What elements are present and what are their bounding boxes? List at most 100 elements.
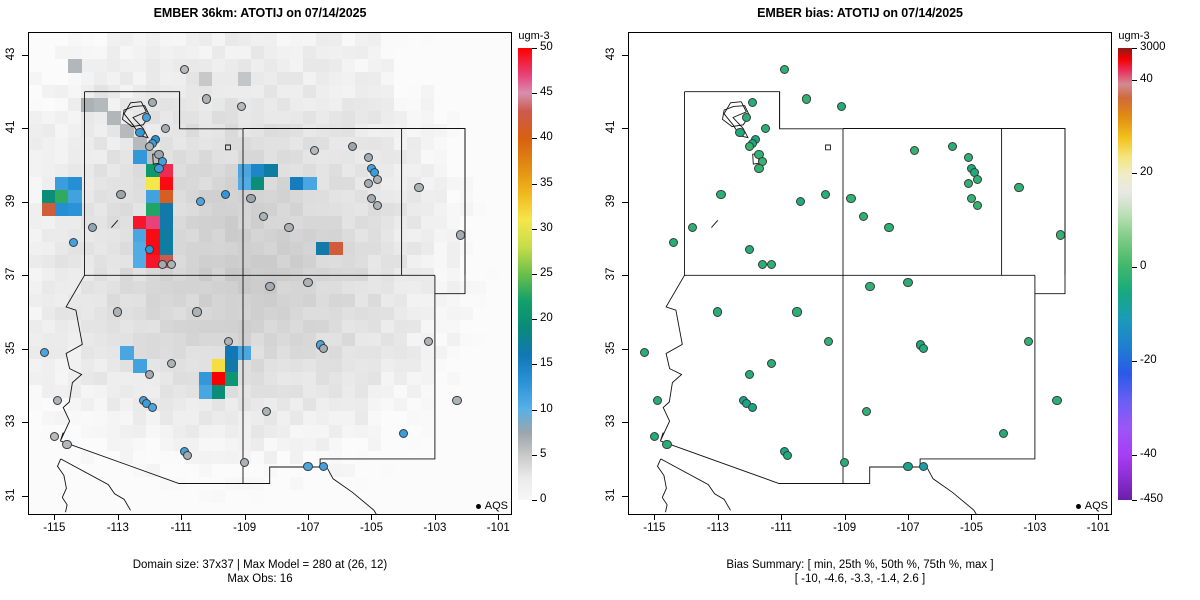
observation-point[interactable]: [262, 406, 272, 416]
observation-point[interactable]: [744, 142, 755, 152]
observation-point[interactable]: [141, 112, 151, 123]
observation-point[interactable]: [303, 278, 313, 288]
observation-point[interactable]: [862, 406, 872, 416]
observation-point[interactable]: [319, 461, 329, 471]
observation-point[interactable]: [919, 461, 929, 471]
observation-point[interactable]: [52, 395, 63, 405]
observation-point[interactable]: [1055, 230, 1065, 240]
observation-point[interactable]: [87, 223, 97, 233]
observation-point[interactable]: [795, 197, 805, 207]
observation-point[interactable]: [821, 189, 831, 200]
observation-point[interactable]: [154, 164, 164, 174]
observation-point[interactable]: [744, 369, 755, 380]
observation-point[interactable]: [903, 278, 913, 288]
plot-area-bias[interactable]: [628, 32, 1112, 515]
observation-point[interactable]: [973, 175, 983, 185]
observation-point[interactable]: [998, 428, 1008, 438]
observation-point[interactable]: [40, 347, 50, 358]
observation-point[interactable]: [754, 164, 764, 174]
observation-point[interactable]: [113, 307, 123, 317]
observation-point[interactable]: [782, 450, 793, 460]
observation-point[interactable]: [687, 223, 697, 233]
observation-point[interactable]: [144, 142, 155, 152]
observation-point[interactable]: [757, 259, 767, 269]
observation-point[interactable]: [309, 145, 319, 156]
observation-point[interactable]: [116, 189, 126, 200]
observation-point[interactable]: [859, 211, 869, 222]
observation-point[interactable]: [157, 259, 167, 269]
observation-point[interactable]: [713, 307, 723, 317]
observation-point[interactable]: [259, 211, 269, 222]
observation-point[interactable]: [662, 439, 672, 449]
observation-point[interactable]: [265, 281, 275, 291]
observation-point[interactable]: [236, 101, 247, 112]
observation-point[interactable]: [414, 182, 424, 192]
observation-point[interactable]: [748, 402, 758, 413]
observation-point[interactable]: [224, 336, 234, 346]
observation-point[interactable]: [167, 259, 177, 269]
observation-point[interactable]: [303, 461, 313, 471]
observation-point[interactable]: [744, 245, 755, 255]
observation-point[interactable]: [779, 65, 789, 75]
observation-point[interactable]: [179, 65, 189, 75]
observation-point[interactable]: [160, 123, 170, 134]
observation-point[interactable]: [455, 230, 465, 240]
observation-point[interactable]: [1052, 395, 1062, 405]
observation-point[interactable]: [221, 189, 231, 200]
observation-point[interactable]: [903, 461, 913, 471]
observation-point[interactable]: [966, 193, 977, 203]
observation-point[interactable]: [68, 237, 78, 247]
observation-point[interactable]: [148, 402, 158, 413]
observation-point[interactable]: [836, 101, 847, 112]
observation-point[interactable]: [201, 94, 212, 104]
observation-point[interactable]: [366, 193, 377, 203]
observation-point[interactable]: [963, 153, 973, 163]
observation-point[interactable]: [846, 193, 856, 203]
observation-point[interactable]: [767, 358, 777, 369]
observation-point[interactable]: [735, 127, 745, 137]
observation-point[interactable]: [240, 457, 250, 468]
observation-point[interactable]: [767, 259, 777, 269]
observation-point[interactable]: [195, 197, 205, 207]
observation-point[interactable]: [963, 178, 973, 189]
observation-point[interactable]: [373, 200, 383, 211]
observation-point[interactable]: [668, 237, 678, 247]
observation-point[interactable]: [182, 450, 193, 460]
observation-point[interactable]: [62, 439, 72, 449]
observation-point[interactable]: [452, 395, 462, 405]
observation-point[interactable]: [167, 358, 177, 369]
observation-point[interactable]: [347, 142, 358, 152]
observation-point[interactable]: [640, 347, 650, 358]
observation-point[interactable]: [919, 344, 929, 354]
plot-area-model[interactable]: [28, 32, 512, 515]
observation-point[interactable]: [135, 127, 145, 137]
observation-point[interactable]: [373, 175, 383, 185]
observation-point[interactable]: [716, 189, 726, 200]
observation-point[interactable]: [741, 112, 751, 123]
observation-point[interactable]: [973, 200, 983, 211]
observation-point[interactable]: [884, 223, 894, 233]
observation-point[interactable]: [144, 369, 155, 380]
observation-point[interactable]: [246, 193, 256, 203]
observation-point[interactable]: [909, 145, 919, 156]
observation-point[interactable]: [284, 223, 294, 233]
observation-point[interactable]: [144, 245, 155, 255]
observation-point[interactable]: [824, 336, 834, 346]
observation-point[interactable]: [792, 307, 802, 317]
observation-point[interactable]: [748, 98, 758, 108]
observation-point[interactable]: [840, 457, 850, 468]
observation-point[interactable]: [423, 336, 434, 346]
observation-point[interactable]: [49, 432, 59, 442]
observation-point[interactable]: [652, 395, 663, 405]
observation-point[interactable]: [865, 281, 875, 291]
observation-point[interactable]: [319, 344, 329, 354]
observation-point[interactable]: [363, 153, 373, 163]
observation-point[interactable]: [398, 428, 408, 438]
observation-point[interactable]: [947, 142, 958, 152]
observation-point[interactable]: [363, 178, 373, 189]
observation-point[interactable]: [801, 94, 812, 104]
observation-point[interactable]: [649, 432, 659, 442]
observation-point[interactable]: [192, 307, 202, 317]
observation-point[interactable]: [1014, 182, 1024, 192]
observation-point[interactable]: [1023, 336, 1034, 346]
